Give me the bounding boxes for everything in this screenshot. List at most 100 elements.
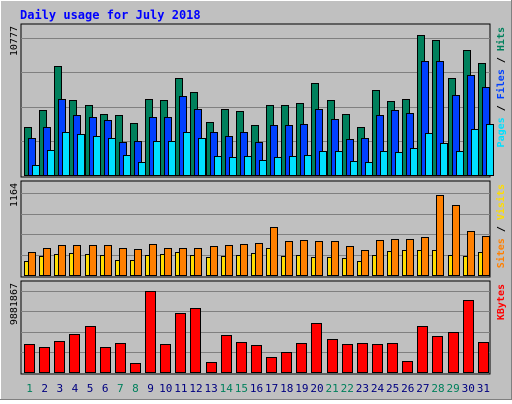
bar-pages bbox=[350, 161, 358, 176]
bar-pages bbox=[425, 133, 433, 176]
bar-kbytes bbox=[236, 342, 247, 373]
panel-max-label: 1164 bbox=[9, 183, 20, 207]
bar-sites bbox=[300, 240, 308, 276]
axis-label-part: / bbox=[496, 99, 507, 117]
panel-axis-label: Pages / Files / Hits bbox=[495, 27, 507, 147]
bar-pages bbox=[108, 138, 116, 176]
bar-kbytes bbox=[478, 342, 489, 373]
bar-kbytes bbox=[463, 300, 474, 373]
bar-pages bbox=[319, 151, 327, 176]
bar-sites bbox=[406, 239, 414, 276]
bar-kbytes bbox=[130, 363, 141, 373]
bar-kbytes bbox=[387, 343, 398, 373]
x-tick-label: 25 bbox=[386, 382, 399, 395]
x-tick-label: 20 bbox=[310, 382, 323, 395]
x-tick-label: 1 bbox=[26, 382, 33, 395]
bar-kbytes bbox=[100, 347, 111, 373]
bar-sites bbox=[149, 244, 157, 276]
bar-sites bbox=[28, 252, 36, 276]
panel-max-label: 10777 bbox=[9, 26, 20, 56]
x-tick-label: 30 bbox=[462, 382, 475, 395]
bar-sites bbox=[376, 240, 384, 276]
bar-sites bbox=[119, 248, 127, 276]
x-tick-label: 14 bbox=[220, 382, 234, 395]
bar-sites bbox=[255, 243, 263, 276]
bar-pages bbox=[47, 150, 55, 176]
x-tick-label: 9 bbox=[147, 382, 154, 395]
bar-pages bbox=[198, 138, 206, 176]
bar-pages bbox=[410, 148, 418, 176]
bar-sites bbox=[436, 195, 444, 276]
x-tick-label: 31 bbox=[477, 382, 490, 395]
x-tick-label: 23 bbox=[356, 382, 369, 395]
bar-pages bbox=[138, 162, 146, 176]
bar-kbytes bbox=[432, 336, 443, 373]
bar-sites bbox=[331, 241, 339, 276]
bar-kbytes bbox=[24, 344, 35, 373]
x-tick-label: 19 bbox=[295, 382, 308, 395]
x-tick-label: 2 bbox=[41, 382, 48, 395]
bar-kbytes bbox=[342, 344, 353, 373]
bar-sites bbox=[225, 245, 233, 276]
bar-sites bbox=[194, 248, 202, 276]
x-tick-label: 12 bbox=[189, 382, 202, 395]
bar-pages bbox=[365, 162, 373, 176]
bar-kbytes bbox=[69, 334, 80, 373]
bar-pages bbox=[259, 160, 267, 176]
bar-pages bbox=[304, 155, 312, 176]
bar-sites bbox=[467, 231, 475, 276]
bar-sites bbox=[285, 241, 293, 276]
axis-label-part: / bbox=[496, 220, 507, 238]
bar-pages bbox=[486, 124, 494, 176]
bar-pages bbox=[274, 157, 282, 176]
x-tick-label: 22 bbox=[341, 382, 354, 395]
bar-kbytes bbox=[39, 347, 50, 373]
x-tick-label: 3 bbox=[57, 382, 64, 395]
axis-label-part: Files bbox=[495, 69, 507, 99]
x-tick-label: 15 bbox=[235, 382, 248, 395]
bar-pages bbox=[456, 151, 464, 176]
bar-pages bbox=[395, 152, 403, 176]
bar-pages bbox=[62, 132, 70, 176]
bar-kbytes bbox=[115, 343, 126, 373]
x-tick-label: 4 bbox=[72, 382, 79, 395]
bar-kbytes bbox=[327, 339, 338, 373]
bar-sites bbox=[315, 241, 323, 276]
bar-sites bbox=[58, 245, 66, 276]
bar-kbytes bbox=[221, 335, 232, 373]
bar-pages bbox=[289, 156, 297, 176]
bar-sites bbox=[43, 248, 51, 276]
bar-kbytes bbox=[54, 341, 65, 373]
panel-axis-label: Sites / Visits bbox=[495, 184, 507, 268]
bar-sites bbox=[134, 249, 142, 276]
bar-kbytes bbox=[206, 362, 217, 373]
x-tick-label: 11 bbox=[174, 382, 187, 395]
x-tick-label: 10 bbox=[159, 382, 172, 395]
bar-pages bbox=[153, 141, 161, 176]
bar-pages bbox=[32, 165, 40, 176]
axis-label-part: Sites bbox=[495, 238, 507, 268]
bar-sites bbox=[73, 245, 81, 276]
x-tick-label: 16 bbox=[250, 382, 263, 395]
bar-kbytes bbox=[417, 326, 428, 373]
axis-label-part: Pages bbox=[496, 117, 507, 147]
bar-sites bbox=[164, 248, 172, 276]
axis-label-part: / bbox=[496, 51, 507, 69]
bar-pages bbox=[93, 136, 101, 176]
bar-sites bbox=[104, 245, 112, 276]
bar-sites bbox=[210, 246, 218, 276]
x-tick-label: 8 bbox=[132, 382, 139, 395]
bar-pages bbox=[380, 151, 388, 176]
bar-kbytes bbox=[448, 332, 459, 373]
bar-kbytes bbox=[85, 326, 96, 373]
axis-label-part: Visits bbox=[495, 184, 507, 220]
bar-sites bbox=[179, 248, 187, 276]
panel-max-label: 9881867 bbox=[9, 283, 20, 325]
x-tick-label: 24 bbox=[371, 382, 385, 395]
bar-kbytes bbox=[251, 345, 262, 373]
bar-pages bbox=[440, 143, 448, 176]
bar-pages bbox=[335, 151, 343, 176]
bar-kbytes bbox=[296, 343, 307, 373]
